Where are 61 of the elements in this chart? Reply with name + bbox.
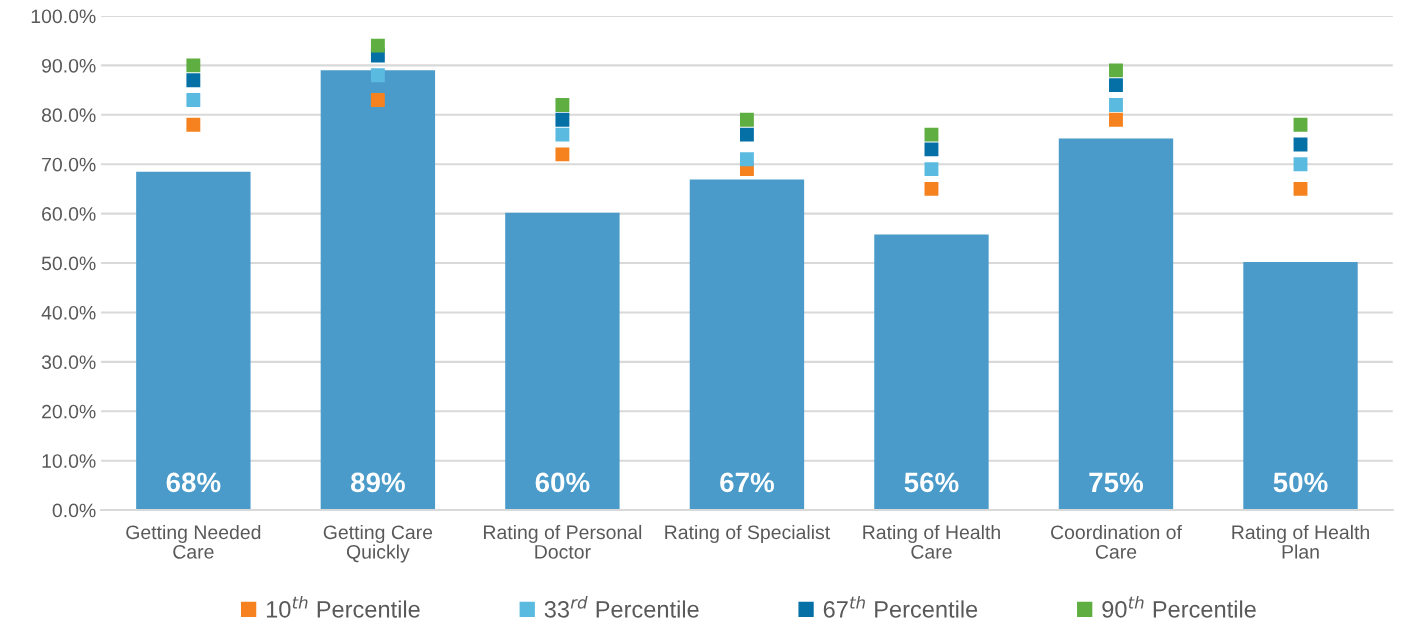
data-label: 60% [535, 472, 590, 493]
point [370, 38, 385, 53]
x-tick-label: Rating of Specialist [665, 524, 831, 544]
y-tick-label: 90.0% [42, 58, 96, 73]
data-label: 67% [720, 472, 774, 493]
bar [136, 171, 251, 511]
point [186, 58, 201, 73]
legend-label: 10$^{th}$ Percentile [266, 595, 420, 618]
data-label: 68% [166, 472, 221, 493]
x-tick-label: Rating of Health Plan [1232, 524, 1369, 559]
data-label: 50% [1273, 472, 1328, 493]
bar [689, 179, 805, 511]
point [1293, 157, 1308, 172]
y-tick-label: 40.0% [41, 305, 96, 320]
point [370, 93, 385, 107]
point [186, 73, 201, 88]
legend-label: 67$^{th}$ Percentile [823, 595, 978, 618]
y-tick-label: 20.0% [42, 404, 96, 419]
data-label: 89% [350, 472, 405, 493]
y-tick-label: 10.0% [42, 454, 96, 468]
x-tick-label: Rating of Health Care [863, 524, 1000, 559]
point [555, 97, 570, 112]
point [1293, 181, 1308, 196]
point [1109, 63, 1123, 78]
bar [874, 234, 989, 511]
point [924, 181, 939, 196]
x-tick-label: Getting Needed Care [126, 524, 261, 559]
x-tick-label: Getting Care Quickly [323, 524, 433, 563]
point [1109, 112, 1123, 127]
y-tick-label: 70.0% [42, 157, 96, 172]
x-tick-label: Coordination of Care [1051, 524, 1182, 559]
point [739, 152, 754, 167]
y-tick-label: 50.0% [41, 256, 96, 271]
point [924, 162, 939, 177]
point [924, 127, 939, 142]
y-tick-label: 100.0% [31, 9, 96, 24]
point [924, 142, 939, 157]
point [739, 112, 754, 127]
point [370, 68, 385, 83]
point [555, 112, 570, 127]
bar [1243, 262, 1358, 511]
point [1109, 97, 1123, 112]
y-tick-label: 0.0% [52, 503, 96, 518]
data-label: 56% [904, 472, 959, 493]
y-tick-label: 80.0% [41, 108, 96, 123]
bar [505, 212, 620, 511]
point [739, 127, 754, 142]
point [1293, 117, 1308, 132]
point [186, 117, 201, 132]
point [1109, 78, 1123, 93]
data-label: 75% [1089, 472, 1144, 493]
legend-label: 33$^{rd}$ Percentile [544, 595, 699, 618]
y-tick-label: 60.0% [42, 207, 96, 221]
point [555, 147, 570, 162]
point [186, 93, 201, 107]
legend-label: 90$^{th}$ Percentile [1102, 595, 1256, 618]
bar [1058, 138, 1174, 511]
x-tick-label: Rating of Personal Doctor [484, 524, 642, 559]
point [555, 127, 570, 142]
bar [320, 70, 436, 511]
y-tick-label: 30.0% [41, 355, 96, 370]
